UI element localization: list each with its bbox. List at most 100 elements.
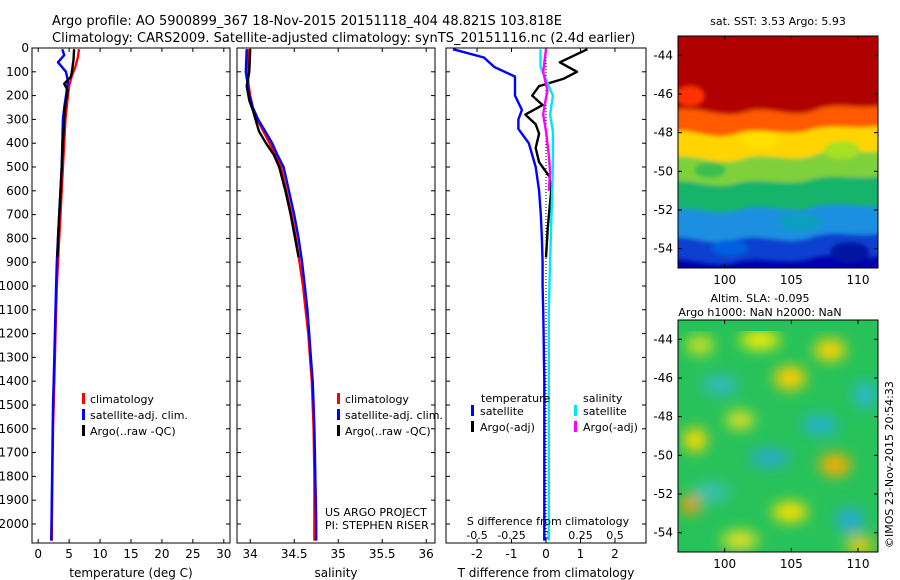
- series-salinity-satellite: [539, 49, 555, 541]
- sst-map-title: sat. SST: 3.53 Argo: 5.93: [710, 15, 846, 28]
- y-tick-label: 1500: [0, 398, 29, 412]
- sla-map-subtitle: Argo h1000: NaN h2000: NaN: [678, 306, 841, 319]
- difference-legend-t-argo: Argo(-adj): [480, 421, 535, 434]
- difference-legend-salinity-title: salinity: [583, 392, 623, 405]
- difference-legend-s-satellite: satellite: [583, 405, 627, 418]
- map-y-tick-label: -46: [653, 87, 673, 101]
- x-tick-label: 1: [577, 547, 585, 561]
- x-tick-label: 30: [216, 547, 231, 561]
- map-x-tick-label: 100: [713, 273, 736, 287]
- imos-timestamp: ©IMOS 23-Nov-2015 20:54:33: [883, 381, 896, 548]
- y-tick-label: 1800: [0, 469, 29, 483]
- y-tick-label: 200: [6, 89, 29, 103]
- y-tick-label: 900: [6, 255, 29, 269]
- map-x-tick-label: 110: [847, 273, 870, 287]
- y-tick-label: 1300: [0, 350, 29, 364]
- series-temperature-satellite: [452, 48, 546, 541]
- x2-tick-label: -0.5: [466, 529, 487, 542]
- temperature-panel: 0100200300400500600700800900100011001200…: [0, 41, 231, 580]
- salinity-panel: 34 34.5 35 35.5 36 salinity climatology sate…: [236, 47, 443, 580]
- y-tick-label: 100: [6, 65, 29, 79]
- map-y-tick-label: -52: [653, 487, 673, 501]
- x-tick-label: -1: [506, 547, 518, 561]
- series-temperature-argo-adj: [524, 48, 588, 258]
- y-tick-label: 1400: [0, 374, 29, 388]
- project-annotation-line2: PI: STEPHEN RISER: [325, 519, 429, 532]
- y-tick-label: 500: [6, 160, 29, 174]
- series-argo-raw-qc: [245, 49, 300, 258]
- project-annotation-line1: US ARGO PROJECT: [325, 506, 427, 519]
- map-x-tick-label: 105: [780, 557, 803, 571]
- sst-map-frame: [677, 35, 879, 269]
- y-tick-label: 700: [6, 208, 29, 222]
- x-tick-label: 2: [611, 547, 619, 561]
- temperature-xlabel: temperature (deg C): [69, 566, 192, 580]
- map-y-tick-label: -48: [653, 410, 673, 424]
- x-tick-label: 35: [331, 547, 346, 561]
- sla-map-title: Altim. SLA: -0.095: [710, 292, 809, 305]
- x-tick-label: 36: [419, 547, 434, 561]
- x-tick-label: 0: [542, 547, 550, 561]
- x-tick-label: 20: [154, 547, 169, 561]
- y-tick-label: 1100: [0, 303, 29, 317]
- map-y-tick-label: -46: [653, 371, 673, 385]
- series-salinity-argo-adj: [542, 49, 552, 191]
- y-tick-label: 300: [6, 112, 29, 126]
- x-tick-label: 15: [123, 547, 138, 561]
- salinity-axes-frame: [236, 47, 436, 544]
- difference-legend-s-argo: Argo(-adj): [583, 421, 638, 434]
- map-x-tick-label: 100: [713, 557, 736, 571]
- map-y-tick-label: -54: [653, 242, 673, 256]
- map-y-tick-label: -50: [653, 448, 673, 462]
- x2-tick-label: -0.25: [497, 529, 525, 542]
- map-y-tick-label: -44: [653, 48, 673, 62]
- x2-tick-label: 0.25: [568, 529, 593, 542]
- salinity-legend-argo: Argo(..raw -QC): [345, 425, 431, 438]
- x-tick-label: 34.5: [281, 547, 308, 561]
- difference-xlabel: T difference from climatology: [457, 566, 635, 580]
- y-tick-label: 400: [6, 136, 29, 150]
- map-x-tick-label: 110: [847, 557, 870, 571]
- y-tick-label: 600: [6, 184, 29, 198]
- map-y-tick-label: -50: [653, 164, 673, 178]
- salinity-xlabel: salinity: [314, 566, 357, 580]
- salinity-legend-climatology: climatology: [345, 393, 409, 406]
- temperature-legend-satellite: satellite-adj. clim.: [90, 409, 188, 422]
- x2-tick-label: 0.5: [606, 529, 624, 542]
- y-tick-label: 1600: [0, 422, 29, 436]
- salinity-legend: climatology satellite-adj. clim. Argo(..…: [337, 393, 443, 438]
- series-argo-raw-qc: [56, 49, 76, 258]
- x-tick-label: 25: [185, 547, 200, 561]
- sla-map-frame: [677, 319, 879, 553]
- y-tick-label: 800: [6, 231, 29, 245]
- y-tick-label: 1200: [0, 327, 29, 341]
- map-y-tick-label: -54: [653, 526, 673, 540]
- y-tick-label: 2000: [0, 517, 29, 531]
- map-y-tick-label: -52: [653, 203, 673, 217]
- temperature-legend-argo: Argo(..raw -QC): [90, 425, 176, 438]
- map-x-tick-label: 105: [780, 273, 803, 287]
- sla-map: Altim. SLA: -0.095 Argo h1000: NaN h2000…: [653, 292, 879, 571]
- difference-legend-temperature-title: temperature: [481, 392, 550, 405]
- difference-x2label: S difference from climatology: [467, 515, 630, 528]
- difference-legend: temperature salinity satellite Argo(-adj…: [471, 392, 638, 434]
- map-y-tick-label: -48: [653, 126, 673, 140]
- header-line1: Argo profile: AO 5900899_367 18-Nov-2015…: [52, 14, 562, 29]
- x-tick-label: 5: [65, 547, 73, 561]
- y-tick-label: 1900: [0, 493, 29, 507]
- x-tick-label: 34: [243, 547, 258, 561]
- y-tick-label: 1000: [0, 279, 29, 293]
- map-y-tick-label: -44: [653, 332, 673, 346]
- y-tick-label: 1700: [0, 446, 29, 460]
- temperature-legend-climatology: climatology: [90, 393, 154, 406]
- y-tick-label: 0: [21, 41, 29, 55]
- x-tick-label: 0: [34, 547, 42, 561]
- x-tick-label: 35.5: [369, 547, 396, 561]
- difference-legend-t-satellite: satellite: [480, 405, 524, 418]
- x-tick-label: 10: [92, 547, 107, 561]
- x2-tick-label: 0: [543, 529, 550, 542]
- x-tick-label: -2: [471, 547, 483, 561]
- sst-map: sat. SST: 3.53 Argo: 5.93 -44 -46: [653, 15, 879, 287]
- temperature-legend: climatology satellite-adj. clim. Argo(..…: [82, 393, 188, 438]
